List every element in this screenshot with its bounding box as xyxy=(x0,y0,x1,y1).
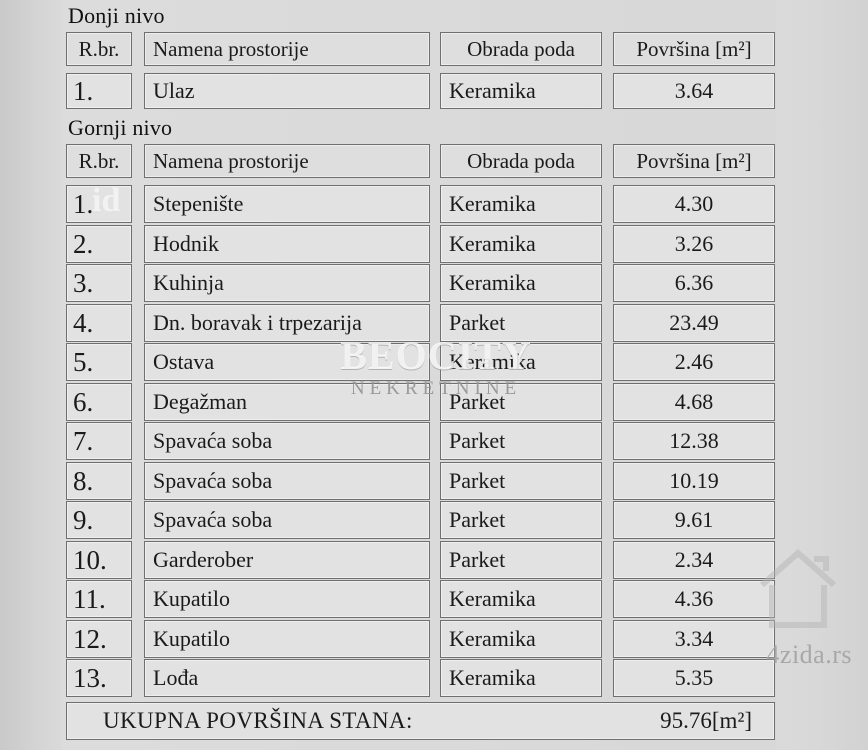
table-row-cell-floor: Parket xyxy=(440,501,602,539)
total-area-bar: UKUPNA POVRŠINA STANA: 95.76[m²] xyxy=(66,702,775,740)
table-row-cell-area: 2.34 xyxy=(613,541,775,579)
table-row-cell-floor: Parket xyxy=(440,462,602,500)
table-row-cell-name: Spavaća soba xyxy=(144,501,430,539)
table-row-cell-no: 8. xyxy=(66,462,132,500)
table-row-cell-no: 1. xyxy=(66,73,132,109)
table-row-cell-no: 12. xyxy=(66,620,132,658)
table-row-cell-floor: Keramika xyxy=(440,580,602,618)
table-row-cell-area: 4.36 xyxy=(613,580,775,618)
table-row-cell-floor: Keramika xyxy=(440,73,602,109)
table-row-cell-name: Kuhinja xyxy=(144,264,430,302)
table-row-cell-area: 3.34 xyxy=(613,620,775,658)
table-row-cell-name: Degažman xyxy=(144,383,430,421)
table-row-cell-floor: Keramika xyxy=(440,264,602,302)
header-area-upper: Površina [m²] xyxy=(613,144,775,178)
table-row-cell-no: 10. xyxy=(66,541,132,579)
table-row-cell-area: 4.68 xyxy=(613,383,775,421)
total-area-value: 95.76[m²] xyxy=(660,708,752,733)
table-row-cell-area: 3.26 xyxy=(613,225,775,263)
header-name-lower: Namena prostorije xyxy=(144,32,430,66)
table-row-cell-no: 5. xyxy=(66,343,132,381)
table-row-cell-floor: Keramika xyxy=(440,343,602,381)
table-row-cell-name: Dn. boravak i trpezarija xyxy=(144,304,430,342)
table-row-cell-no: 4. xyxy=(66,304,132,342)
table-row-cell-no: 2. xyxy=(66,225,132,263)
table-row-cell-area: 3.64 xyxy=(613,73,775,109)
table-row-cell-area: 23.49 xyxy=(613,304,775,342)
table-row-cell-name: Spavaća soba xyxy=(144,422,430,460)
table-row-cell-name: Hodnik xyxy=(144,225,430,263)
header-floor-lower: Obrada poda xyxy=(440,32,602,66)
header-rbr-upper: R.br. xyxy=(66,144,132,178)
table-row-cell-no: 9. xyxy=(66,501,132,539)
table-row-cell-name: Lođa xyxy=(144,659,430,697)
table-row-cell-area: 2.46 xyxy=(613,343,775,381)
table-row-cell-no: 1. xyxy=(66,185,132,223)
table-row-cell-floor: Keramika xyxy=(440,185,602,223)
table-row-cell-floor: Keramika xyxy=(440,659,602,697)
table-row-cell-name: Garderober xyxy=(144,541,430,579)
section-title-upper-level: Gornji nivo xyxy=(68,115,173,140)
table-row-cell-area: 10.19 xyxy=(613,462,775,500)
section-title-lower-level: Donji nivo xyxy=(68,3,165,28)
table-row-cell-floor: Keramika xyxy=(440,620,602,658)
table-row-cell-name: Kupatilo xyxy=(144,580,430,618)
table-row-cell-name: Kupatilo xyxy=(144,620,430,658)
header-rbr-lower: R.br. xyxy=(66,32,132,66)
table-row-cell-floor: Keramika xyxy=(440,225,602,263)
table-row-cell-floor: Parket xyxy=(440,422,602,460)
table-row-cell-floor: Parket xyxy=(440,541,602,579)
table-row-cell-no: 7. xyxy=(66,422,132,460)
table-row-cell-no: 13. xyxy=(66,659,132,697)
table-row-cell-no: 3. xyxy=(66,264,132,302)
table-row-cell-name: Ostava xyxy=(144,343,430,381)
table-row-cell-area: 9.61 xyxy=(613,501,775,539)
total-area-label: UKUPNA POVRŠINA STANA: xyxy=(103,708,413,733)
table-row-cell-no: 6. xyxy=(66,383,132,421)
table-row-cell-area: 5.35 xyxy=(613,659,775,697)
table-row-cell-floor: Parket xyxy=(440,383,602,421)
header-floor-upper: Obrada poda xyxy=(440,144,602,178)
header-name-upper: Namena prostorije xyxy=(144,144,430,178)
table-row-cell-area: 4.30 xyxy=(613,185,775,223)
table-row-cell-area: 6.36 xyxy=(613,264,775,302)
page-left-margin xyxy=(0,0,62,750)
table-row-cell-floor: Parket xyxy=(440,304,602,342)
table-row-cell-name: Spavaća soba xyxy=(144,462,430,500)
table-row-cell-area: 12.38 xyxy=(613,422,775,460)
table-row-cell-no: 11. xyxy=(66,580,132,618)
header-area-lower: Površina [m²] xyxy=(613,32,775,66)
table-row-cell-name: Ulaz xyxy=(144,73,430,109)
table-row-cell-name: Stepenište xyxy=(144,185,430,223)
